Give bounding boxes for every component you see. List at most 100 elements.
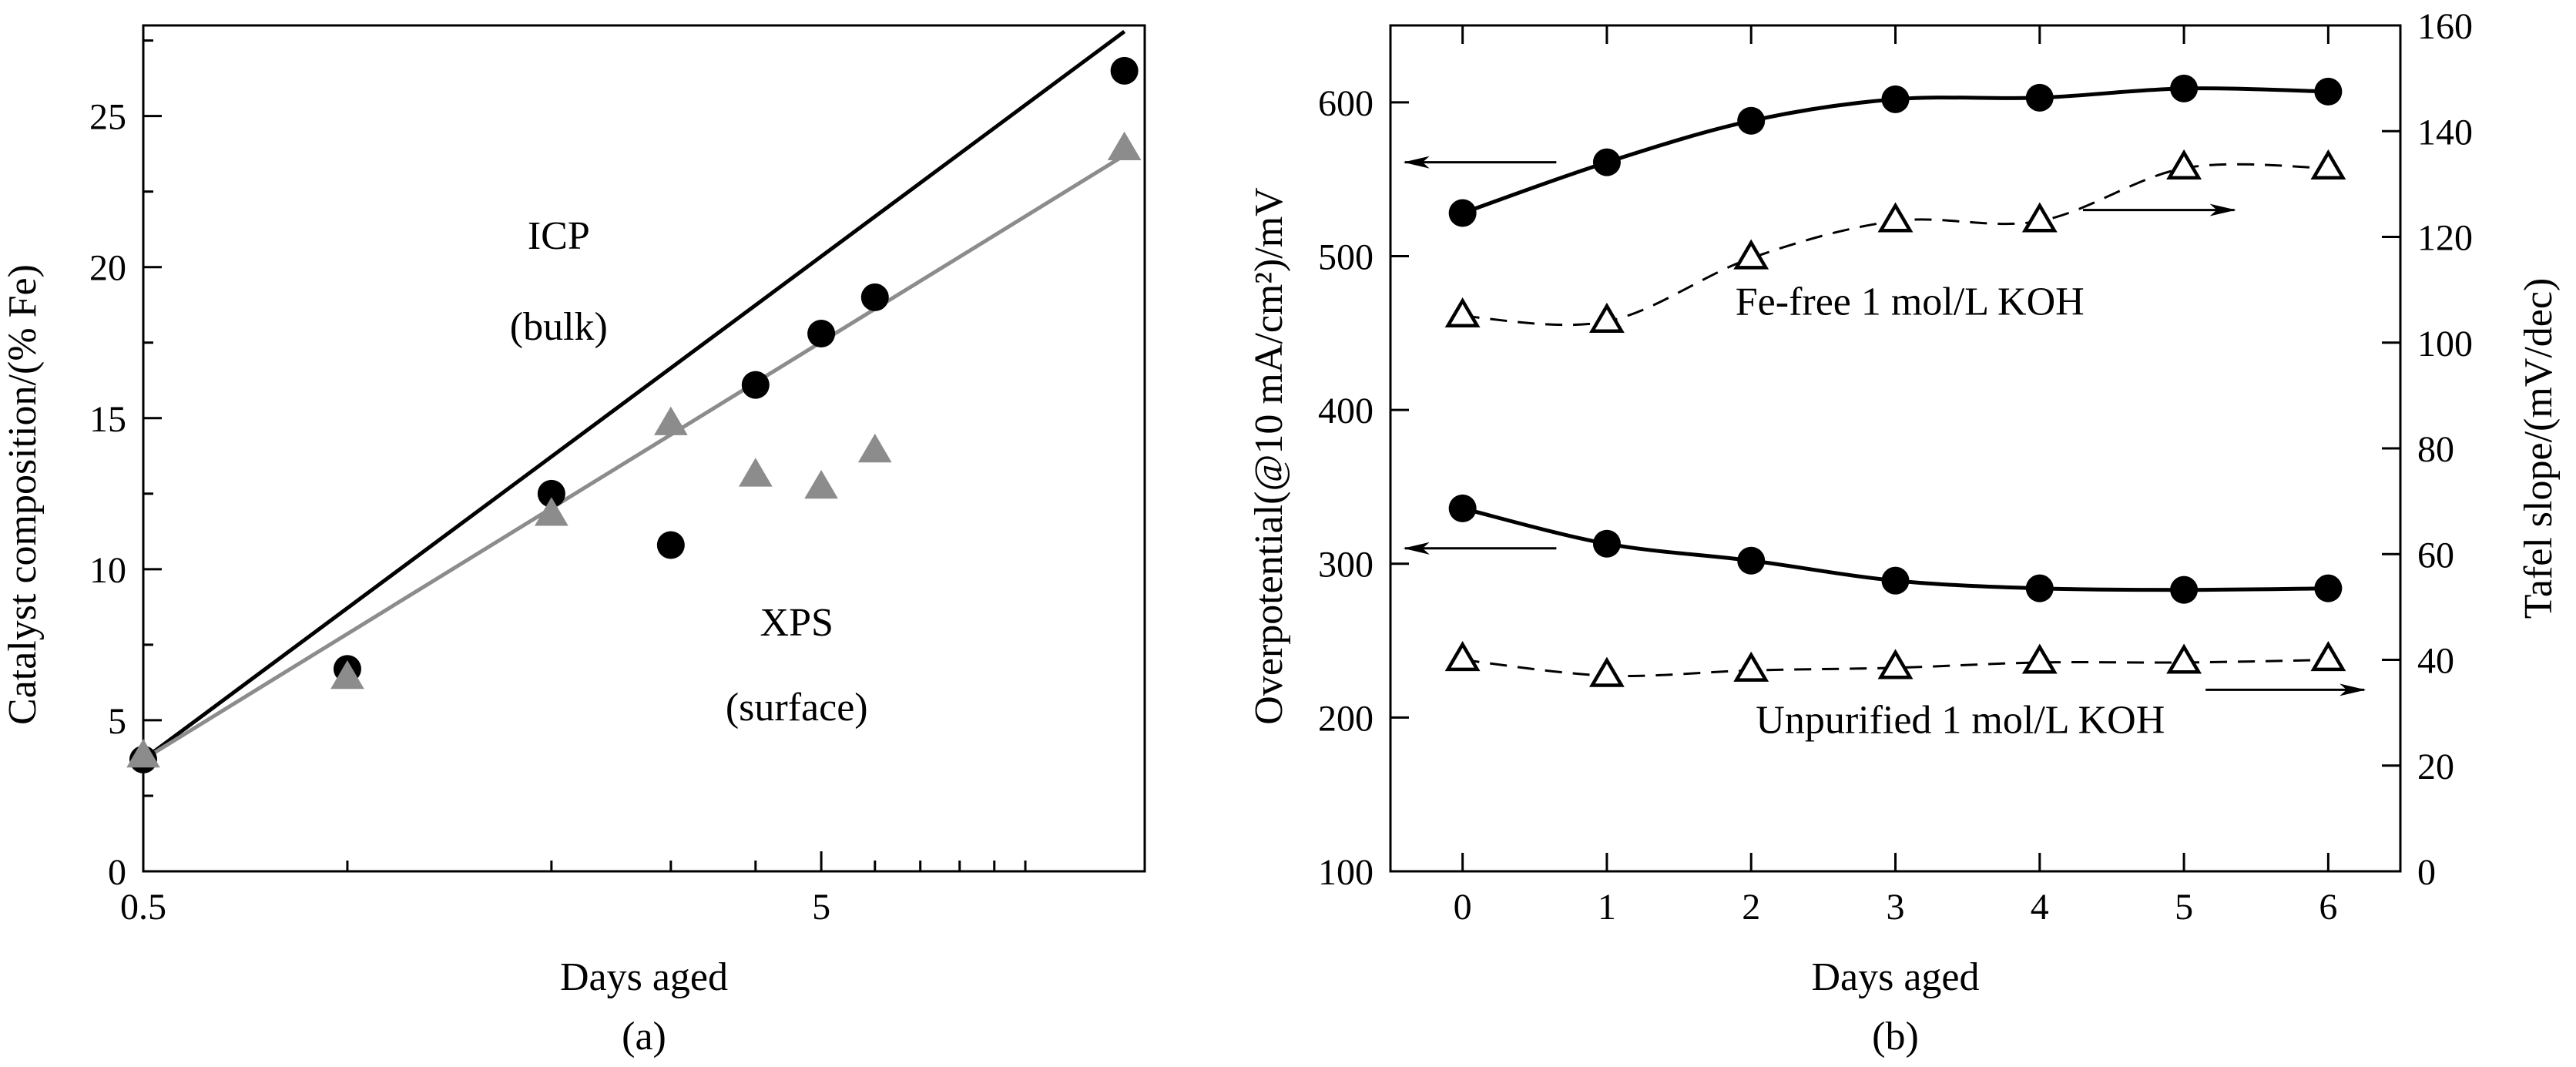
x-tick-label: 4 (2031, 887, 2049, 928)
panel-b-ticks: 0 1 2 3 4 5 6 100 200 300 400 500 600 0 20 40 60 80 100 120… (1318, 6, 2473, 928)
left-y-tick-label: 100 (1318, 852, 1374, 893)
overpotential-point (2170, 575, 2199, 604)
tafel-slope-point (1733, 651, 1769, 682)
overpotential-point (1448, 199, 1477, 227)
xps-point (1107, 131, 1142, 160)
right-y-tick-label: 80 (2417, 429, 2454, 470)
panel-a-markers (126, 56, 1142, 773)
right-y-tick-label: 40 (2417, 641, 2454, 682)
panel-b-label: (b) (1872, 1015, 1919, 1059)
tafel-slope-point (2166, 149, 2202, 180)
panel-a-ticks: 0.5 5 0 5 10 15 20 25 (89, 39, 1027, 928)
annotation-text: Fe-free 1 mol/L KOH (1736, 280, 2085, 324)
tafel-slope-point (2021, 202, 2058, 233)
annotation-text: (surface) (726, 686, 868, 730)
annotation-text: Unpurified 1 mol/L KOH (1756, 698, 2165, 742)
x-tick-label: 2 (1742, 887, 1760, 928)
tafel-slope-point (1733, 239, 1769, 270)
panel-a-y-axis-label: Catalyst composition/(% Fe) (1, 264, 45, 725)
icp-point (860, 283, 889, 311)
annotation-text: XPS (760, 601, 834, 645)
icp-point (741, 371, 770, 399)
x-tick-label: 0.5 (120, 887, 166, 928)
xps-point (126, 739, 160, 768)
panel-a-label: (a) (622, 1015, 666, 1059)
xps-point (654, 406, 688, 435)
right-y-tick-label: 60 (2417, 535, 2454, 575)
overpotential-point (2314, 574, 2343, 602)
y-tick-label: 0 (108, 852, 126, 893)
left-y-tick-label: 200 (1318, 698, 1374, 739)
tafel-slope-point (1877, 649, 1914, 679)
panel-a-x-axis-label: Days aged (560, 955, 728, 999)
panel-a-plot-frame (142, 24, 1146, 873)
panel-b-chart: 0 1 2 3 4 5 6 100 200 300 400 500 600 0 20 40 60 80 100 120… (1247, 6, 2561, 1059)
left-y-tick-label: 300 (1318, 545, 1374, 586)
right-y-tick-label: 120 (2417, 218, 2473, 259)
right-y-tick-label: 160 (2417, 6, 2473, 47)
panel-a-fit-lines (142, 29, 1126, 762)
icp-point (807, 319, 836, 347)
x-tick-label: 3 (1887, 887, 1905, 928)
tafel-slope-point (1588, 656, 1625, 687)
y-tick-label: 5 (108, 701, 126, 742)
right-y-tick-label: 20 (2417, 747, 2454, 787)
y-tick-label: 10 (89, 550, 126, 591)
y-tick-label: 25 (89, 97, 126, 138)
overpotential-point (1448, 494, 1477, 522)
xps-fit-line (142, 153, 1125, 762)
tafel-slope-point (1877, 202, 1914, 233)
right-y-tick-label: 140 (2417, 112, 2473, 153)
xps-point (804, 470, 838, 499)
x-tick-label: 1 (1598, 887, 1616, 928)
tafel-slope-point (2310, 149, 2346, 180)
icp-fit-line (142, 29, 1126, 761)
tafel-slope-point (1444, 641, 1481, 672)
x-tick-label: 0 (1454, 887, 1472, 928)
xps-point (330, 660, 364, 690)
icp-point (1110, 56, 1139, 85)
overpotential-point (1881, 566, 1910, 595)
overpotential-point (2025, 83, 2054, 112)
left-y-tick-label: 500 (1318, 237, 1374, 277)
overpotential-point (2025, 574, 2054, 602)
xps-point (535, 497, 569, 526)
overpotential-point (2170, 74, 2199, 102)
icp-point (656, 531, 685, 559)
y-tick-label: 20 (89, 248, 126, 289)
overpotential-point (1881, 85, 1910, 113)
right-y-tick-label: 100 (2417, 324, 2473, 364)
xps-point (739, 458, 773, 487)
tafel-slope-point (1588, 302, 1625, 333)
y-tick-label: 15 (89, 399, 126, 440)
tafel-slope-point (1444, 297, 1481, 328)
panel-b-left-y-axis-label: Overpotential(@10 mA/cm²)/mV (1247, 187, 1291, 724)
overpotential-point (1737, 546, 1766, 575)
overpotential-point (1737, 106, 1766, 135)
left-y-tick-label: 600 (1318, 83, 1374, 124)
panel-b-axis-arrows (1403, 156, 2366, 696)
panel-a-chart: 0.5 5 0 5 10 15 20 25 ICP (bulk) XPS (surface) Day… (1, 24, 1146, 1059)
panel-b-right-y-axis-label: Tafel slope/(mV/dec) (2517, 278, 2561, 619)
x-tick-label: 5 (2175, 887, 2193, 928)
xps-point (857, 433, 892, 463)
panel-b-plot-frame (1389, 24, 2402, 873)
left-y-tick-label: 400 (1318, 391, 1374, 431)
icp-point (537, 479, 565, 508)
panel-b-annotations: Fe-free 1 mol/L KOH Unpurified 1 mol/L KO… (1736, 280, 2165, 742)
overpotential-point (1592, 529, 1621, 558)
annotation-text: ICP (528, 214, 590, 258)
panel-b-markers (1444, 74, 2346, 687)
tafel-slope-point (2021, 643, 2058, 674)
annotation-text: (bulk) (510, 305, 608, 349)
panel-b-x-axis-label: Days aged (1811, 955, 1979, 999)
panel-a-annotations: ICP (bulk) XPS (surface) (510, 214, 868, 730)
overpotential-point (2314, 77, 2343, 106)
overpotential-point (1592, 148, 1621, 176)
tafel-slope-point (2310, 641, 2346, 672)
x-tick-label: 6 (2319, 887, 2337, 928)
right-y-tick-label: 0 (2417, 852, 2436, 893)
x-tick-label: 5 (812, 887, 830, 928)
tafel-slope-point (2166, 643, 2202, 674)
